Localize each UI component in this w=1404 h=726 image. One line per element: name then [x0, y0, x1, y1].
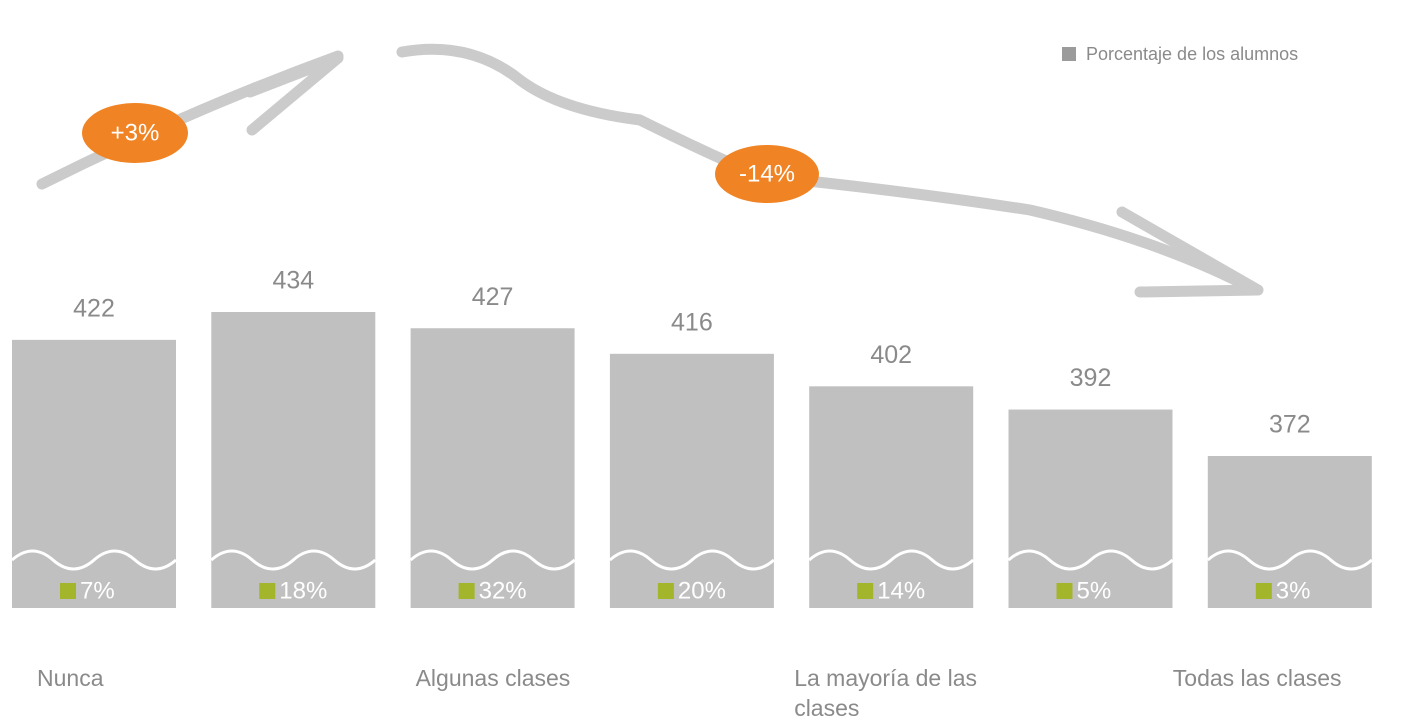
percent-label: 7% — [80, 577, 115, 604]
value-label: 402 — [870, 341, 912, 369]
value-label: 392 — [1070, 364, 1112, 392]
value-label: 422 — [73, 294, 115, 322]
percent-label: 32% — [479, 577, 527, 604]
chart: +3% -14% Porcentaje de los alumnos 422 7%… — [0, 0, 1404, 726]
x-tick-label: La mayoría de las clases — [794, 663, 994, 723]
value-label: 434 — [272, 267, 314, 295]
value-label: 416 — [671, 308, 713, 336]
percent-label: 3% — [1276, 577, 1311, 604]
arrow-down — [402, 49, 1255, 290]
chart-svg: +3% -14% Porcentaje de los alumnos 422 7%… — [0, 0, 1404, 726]
arrow-down-head — [1122, 212, 1258, 292]
annotation: +3% — [111, 119, 160, 146]
annotation: -14% — [739, 160, 795, 187]
x-tick-label: Algunas clases — [416, 663, 616, 693]
legend-swatch — [1062, 47, 1076, 61]
x-tick-label: Nunca — [37, 663, 237, 693]
bar — [809, 386, 973, 608]
percent-swatch — [259, 583, 275, 599]
percent-swatch — [658, 583, 674, 599]
legend-label: Porcentaje de los alumnos — [1086, 44, 1298, 64]
percent-label: 5% — [1077, 577, 1112, 604]
bar — [211, 312, 375, 608]
percent-swatch — [1057, 583, 1073, 599]
percent-swatch — [857, 583, 873, 599]
value-label: 427 — [472, 283, 514, 311]
trend-arrows — [42, 49, 1258, 292]
percent-swatch — [60, 583, 76, 599]
x-tick-label: Todas las clases — [1173, 663, 1373, 693]
percent-swatch — [459, 583, 475, 599]
percent-label: 14% — [877, 577, 925, 604]
percent-label: 20% — [678, 577, 726, 604]
bar — [411, 328, 575, 608]
percent-label: 18% — [279, 577, 327, 604]
value-label: 372 — [1269, 411, 1311, 439]
percent-swatch — [1256, 583, 1272, 599]
